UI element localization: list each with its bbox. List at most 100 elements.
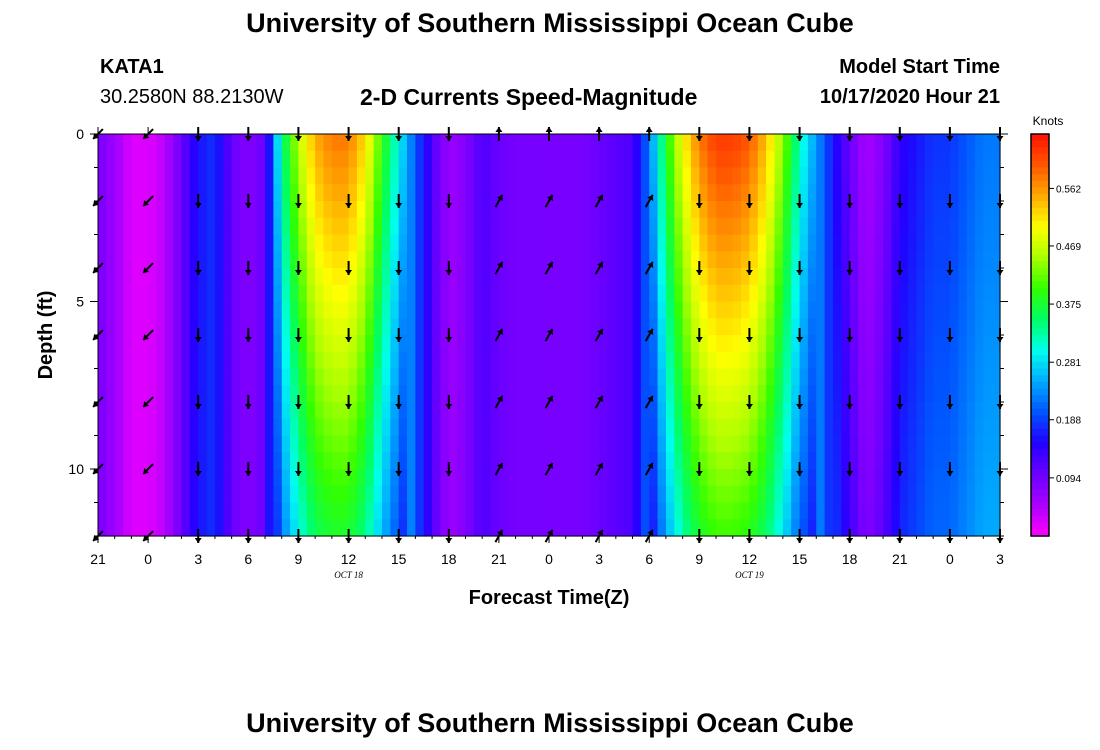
- heatmap-cell: [373, 268, 383, 286]
- colorbar-segment: [1031, 522, 1049, 530]
- heatmap-cell: [908, 167, 918, 185]
- colorbar-segment: [1031, 134, 1049, 142]
- heatmap-cell: [465, 234, 475, 252]
- heatmap-cell: [164, 368, 174, 386]
- heatmap-cell: [498, 284, 508, 303]
- heatmap-cell: [181, 351, 191, 370]
- heatmap-cell: [991, 402, 1001, 420]
- colorbar-segment: [1031, 308, 1049, 316]
- vector-arrow: [594, 462, 604, 476]
- x-tick-label: 6: [244, 551, 252, 567]
- heatmap-cell: [632, 402, 642, 420]
- heatmap-cell: [340, 284, 350, 303]
- heatmap-cell: [799, 284, 809, 303]
- heatmap-cell: [515, 402, 525, 420]
- heatmap-cell: [607, 184, 617, 202]
- heatmap-cell: [164, 335, 174, 353]
- heatmap-cell: [490, 134, 500, 152]
- heatmap-cell: [398, 502, 408, 520]
- heatmap-cell: [498, 402, 508, 420]
- heatmap-cell: [131, 485, 141, 504]
- heatmap-cell: [323, 351, 333, 370]
- colorbar-segment: [1031, 435, 1049, 443]
- heatmap-cell: [465, 418, 475, 437]
- heatmap-cell: [398, 385, 408, 403]
- heatmap-cell: [741, 452, 751, 470]
- heatmap-cell: [114, 418, 124, 437]
- heatmap-cell: [181, 335, 191, 353]
- vector-arrow: [695, 194, 703, 208]
- heatmap-cell: [958, 217, 968, 236]
- heatmap-cell: [98, 134, 107, 152]
- heatmap-cell: [774, 268, 784, 286]
- heatmap-cell: [757, 301, 767, 319]
- heatmap-cell: [924, 351, 934, 370]
- heatmap-cell: [348, 452, 358, 470]
- heatmap-cell: [139, 167, 149, 185]
- heatmap-cell: [515, 301, 525, 319]
- heatmap-cell: [348, 284, 358, 303]
- heatmap-cell: [498, 268, 508, 286]
- heatmap-cell: [265, 268, 274, 286]
- heatmap-cell: [281, 418, 291, 437]
- heatmap-cell: [874, 301, 884, 319]
- heatmap-cell: [707, 301, 717, 319]
- heatmap-cell: [532, 335, 542, 353]
- heatmap-cell: [649, 435, 659, 453]
- heatmap-cell: [557, 184, 567, 202]
- heatmap-cell: [331, 234, 341, 252]
- heatmap-cell: [732, 469, 742, 487]
- heatmap-cell: [690, 502, 700, 520]
- heatmap-cell: [448, 134, 458, 152]
- heatmap-cell: [290, 217, 300, 236]
- heatmap-cell: [649, 234, 659, 252]
- heatmap-cell: [582, 351, 592, 370]
- heatmap-cell: [565, 284, 575, 303]
- heatmap-cell: [958, 368, 968, 386]
- heatmap-cell: [423, 519, 433, 537]
- heatmap-cell: [841, 268, 851, 286]
- heatmap-cell: [983, 301, 993, 319]
- heatmap-cell: [841, 234, 851, 252]
- heatmap-cell: [223, 485, 233, 504]
- heatmap-cell: [908, 385, 918, 403]
- heatmap-cell: [574, 385, 584, 403]
- heatmap-cell: [290, 418, 300, 437]
- heatmap-cell: [148, 284, 158, 303]
- heatmap-cell: [899, 335, 909, 353]
- heatmap-cell: [624, 234, 634, 252]
- heatmap-cell: [782, 284, 792, 303]
- heatmap-cell: [482, 318, 492, 336]
- heatmap-cell: [607, 469, 617, 487]
- heatmap-cell: [423, 301, 433, 319]
- heatmap-cell: [782, 402, 792, 420]
- heatmap-cell: [164, 217, 174, 236]
- heatmap-cell: [189, 184, 199, 202]
- heatmap-cell: [883, 502, 893, 520]
- heatmap-cell: [290, 402, 300, 420]
- heatmap-cell: [114, 201, 124, 219]
- heatmap-cell: [707, 150, 717, 169]
- heatmap-cell: [256, 351, 266, 370]
- colorbar-segment: [1031, 167, 1049, 175]
- colorbar-segment: [1031, 140, 1049, 148]
- heatmap-cell: [707, 251, 717, 269]
- heatmap-cell: [582, 469, 592, 487]
- heatmap-cell: [699, 469, 709, 487]
- heatmap-cell: [974, 335, 984, 353]
- heatmap-cell: [148, 167, 158, 185]
- heatmap-cell: [874, 502, 884, 520]
- heatmap-cell: [724, 452, 734, 470]
- heatmap-cell: [849, 184, 859, 202]
- heatmap-cell: [398, 469, 408, 487]
- heatmap-cell: [549, 184, 558, 202]
- heatmap-cell: [156, 184, 166, 202]
- heatmap-cell: [640, 502, 650, 520]
- heatmap-cell: [640, 368, 650, 386]
- heatmap-cell: [123, 301, 133, 319]
- heatmap-cell: [164, 502, 174, 520]
- heatmap-cell: [340, 519, 350, 537]
- heatmap-cell: [949, 469, 959, 487]
- heatmap-cell: [724, 167, 734, 185]
- heatmap-cell: [173, 268, 183, 286]
